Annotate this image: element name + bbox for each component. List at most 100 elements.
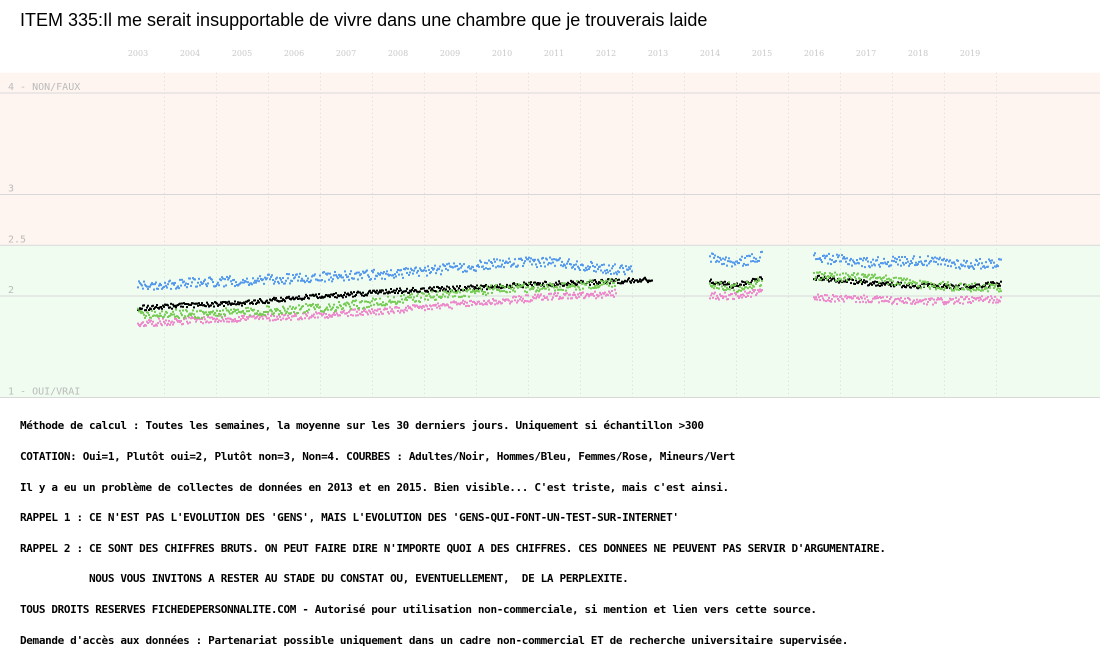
data-point [217, 304, 219, 307]
data-point [816, 298, 818, 301]
data-point [388, 312, 390, 315]
data-point [738, 296, 740, 299]
data-point [558, 280, 560, 283]
data-point [437, 302, 439, 305]
data-point [940, 263, 942, 266]
data-point [470, 299, 472, 302]
data-point [744, 281, 746, 284]
data-point [510, 287, 512, 290]
data-point [927, 255, 929, 258]
data-point [293, 315, 295, 318]
data-point [592, 292, 594, 295]
data-point [236, 303, 238, 306]
data-point [994, 285, 996, 288]
data-point [601, 264, 603, 267]
data-point [854, 295, 856, 298]
data-point [884, 261, 886, 264]
data-point [628, 266, 630, 269]
data-point [316, 295, 318, 298]
data-point [616, 273, 618, 276]
data-point [740, 293, 742, 296]
data-point [153, 307, 155, 310]
data-point [432, 289, 434, 292]
data-point [534, 283, 536, 286]
data-point [362, 313, 364, 316]
data-point [537, 293, 539, 296]
data-point [982, 289, 984, 292]
data-point [380, 303, 382, 306]
data-point [470, 267, 472, 270]
data-point [163, 320, 165, 323]
data-point [984, 287, 986, 290]
data-point [328, 303, 330, 306]
data-point [591, 280, 593, 283]
data-point [430, 271, 432, 274]
data-point [279, 300, 281, 303]
data-point [977, 263, 979, 266]
data-point [172, 310, 174, 313]
data-point [499, 290, 501, 293]
data-point [851, 264, 853, 267]
data-point [356, 291, 358, 294]
data-point [890, 278, 892, 281]
data-point [549, 256, 551, 259]
data-point [292, 274, 294, 277]
data-point [832, 254, 834, 257]
data-point [818, 278, 820, 281]
data-point [252, 277, 254, 280]
data-point [863, 257, 865, 260]
data-point [895, 276, 897, 279]
data-point [441, 286, 443, 289]
data-point [988, 283, 990, 286]
note-line: NOUS VOUS INVITONS A RESTER AU STADE DU … [20, 572, 629, 586]
data-point [941, 287, 943, 290]
data-point [421, 307, 423, 310]
data-point [595, 297, 597, 300]
data-point [230, 308, 232, 311]
data-point [713, 287, 715, 290]
data-point [182, 322, 184, 325]
data-point [874, 280, 876, 283]
data-point [281, 312, 283, 315]
data-point [724, 291, 726, 294]
data-point [339, 275, 341, 278]
data-point [137, 286, 139, 289]
data-point [150, 316, 152, 319]
data-point [429, 295, 431, 298]
data-point [898, 256, 900, 259]
data-point [587, 281, 589, 284]
data-point [408, 291, 410, 294]
data-point [992, 266, 994, 269]
data-point [714, 284, 716, 287]
data-point [268, 301, 270, 304]
data-point [543, 261, 545, 264]
data-point [908, 264, 910, 267]
data-point [377, 292, 379, 295]
data-point [709, 297, 711, 300]
data-point [343, 309, 345, 312]
data-point [579, 288, 581, 291]
data-point [169, 314, 171, 317]
data-point [968, 284, 970, 287]
data-point [456, 291, 458, 294]
y-tick-label: 4 - NON/FAUX [8, 82, 80, 93]
data-point [594, 284, 596, 287]
data-point [968, 298, 970, 301]
data-point [153, 288, 155, 291]
data-point [428, 308, 430, 311]
data-point [731, 292, 733, 295]
data-point [473, 300, 475, 303]
data-point [898, 277, 900, 280]
data-point [248, 299, 250, 302]
data-point [270, 314, 272, 317]
data-point [423, 305, 425, 308]
data-point [730, 260, 732, 263]
data-point [338, 273, 340, 276]
data-point [992, 284, 994, 287]
data-point [877, 256, 879, 259]
data-point [636, 279, 638, 282]
data-point [887, 260, 889, 263]
data-point [862, 281, 864, 284]
data-point [167, 304, 169, 307]
data-point [973, 289, 975, 292]
